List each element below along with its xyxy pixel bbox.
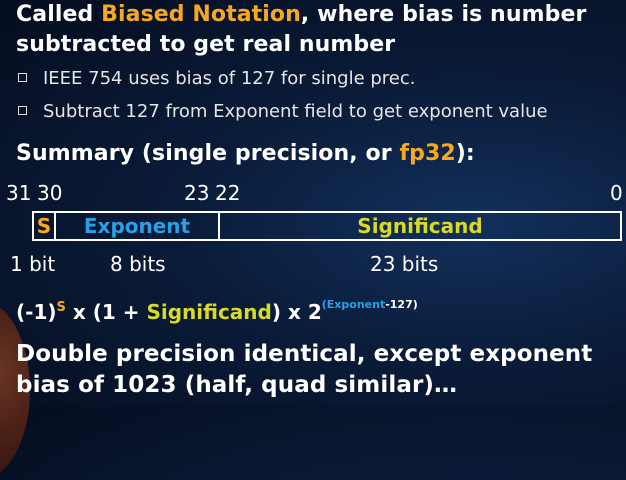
exponent-field-label: Exponent <box>83 214 191 238</box>
footer-line1: Double precision identical, except expon… <box>16 341 593 367</box>
exponent-width: 8 bits <box>110 252 166 276</box>
sign-field-box: S <box>32 211 56 241</box>
bullet-item: Subtract 127 from Exponent field to get … <box>18 101 548 122</box>
formula-part2: x (1 + <box>65 300 147 324</box>
heading-prefix: Called <box>16 2 102 27</box>
heading-line1: Called Biased Notation, where bias is nu… <box>16 2 586 27</box>
summary-prefix: Summary (single precision, or <box>16 141 400 166</box>
bit-position-31: 31 <box>6 181 32 205</box>
summary-highlight: fp32 <box>399 141 456 166</box>
sign-width: 1 bit <box>10 252 56 276</box>
heading-line2: subtracted to get real number <box>16 32 396 57</box>
heading-suffix: , where bias is number <box>300 2 587 27</box>
significand-field-label: Significand <box>357 214 483 238</box>
formula-significand: Significand <box>146 300 272 324</box>
square-bullet-icon <box>18 105 27 115</box>
footer-line2: bias of 1023 (half, quad similar)… <box>16 372 458 398</box>
bullet-text: Subtract 127 from Exponent field to get … <box>43 101 548 122</box>
square-bullet-icon <box>18 72 27 82</box>
formula: (-1)S x (1 + Significand) x 2(Exponent-1… <box>16 298 418 324</box>
bullet-item: IEEE 754 uses bias of 127 for single pre… <box>18 68 416 89</box>
sign-field-label: S <box>36 214 52 238</box>
formula-sup-s: S <box>56 300 66 315</box>
bullet-text: IEEE 754 uses bias of 127 for single pre… <box>43 68 416 89</box>
formula-part3: ) x 2 <box>271 300 322 324</box>
bit-position-22: 22 <box>215 181 241 205</box>
bit-position-30: 30 <box>37 181 63 205</box>
heading-highlight: Biased Notation <box>101 2 301 27</box>
summary-heading: Summary (single precision, or fp32): <box>16 141 475 166</box>
formula-part1: (-1) <box>16 300 57 324</box>
summary-suffix: ): <box>455 141 475 166</box>
significand-field-box: Significand <box>218 211 622 241</box>
formula-sup-exponent: (Exponent <box>321 298 386 312</box>
formula-exponent-superscript: (Exponent-127) <box>322 298 418 311</box>
exponent-field-box: Exponent <box>54 211 220 241</box>
significand-width: 23 bits <box>370 252 439 276</box>
bit-position-0: 0 <box>610 181 623 205</box>
formula-sup-rest: -127) <box>385 298 418 312</box>
bit-position-23: 23 <box>184 181 210 205</box>
